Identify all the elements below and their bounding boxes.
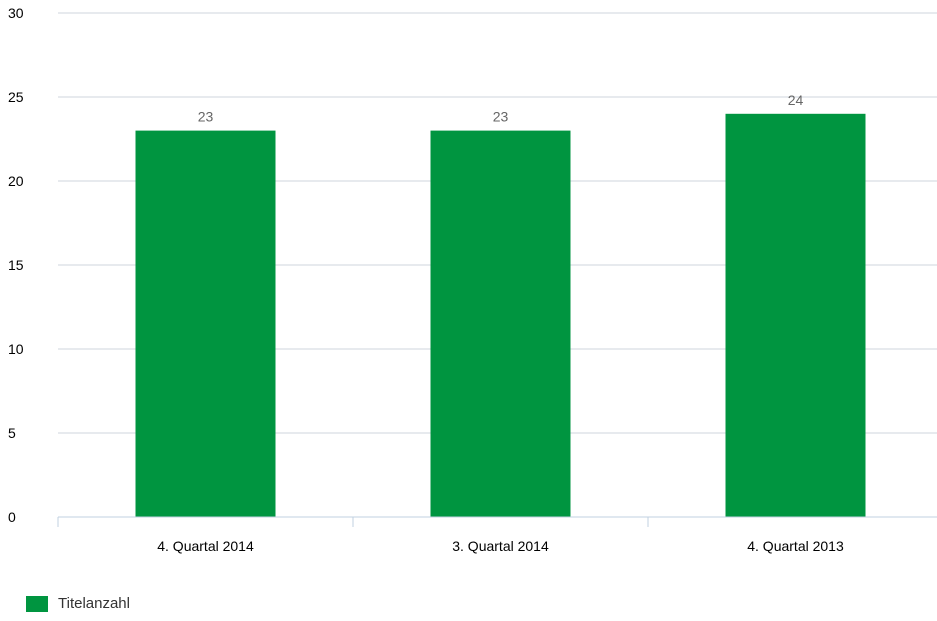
legend-swatch: [26, 595, 48, 612]
bars: [135, 113, 866, 518]
bar: [430, 130, 571, 517]
y-tick-label: 25: [8, 89, 24, 105]
legend-label: Titelanzahl: [58, 595, 130, 612]
data-label: 23: [198, 109, 214, 125]
bar: [725, 113, 866, 518]
y-tick-label: 15: [8, 257, 24, 273]
legend: Titelanzahl: [26, 595, 130, 612]
data-labels: 23 23 24: [198, 92, 804, 125]
bar: [135, 130, 276, 517]
data-label: 24: [788, 92, 804, 108]
y-tick-label: 5: [8, 425, 16, 441]
x-category-label: 4. Quartal 2014: [157, 538, 254, 554]
y-tick-label: 10: [8, 341, 24, 357]
x-category-label: 3. Quartal 2014: [452, 538, 549, 554]
y-tick-label: 30: [8, 5, 24, 21]
x-category-label: 4. Quartal 2013: [747, 538, 844, 554]
y-tick-label: 20: [8, 173, 24, 189]
y-axis-ticks: 0 5 10 15 20 25 30: [8, 5, 24, 525]
y-tick-label: 0: [8, 509, 16, 525]
x-axis: 4. Quartal 2014 3. Quartal 2014 4. Quartal…: [57, 516, 937, 554]
data-label: 23: [493, 109, 509, 125]
